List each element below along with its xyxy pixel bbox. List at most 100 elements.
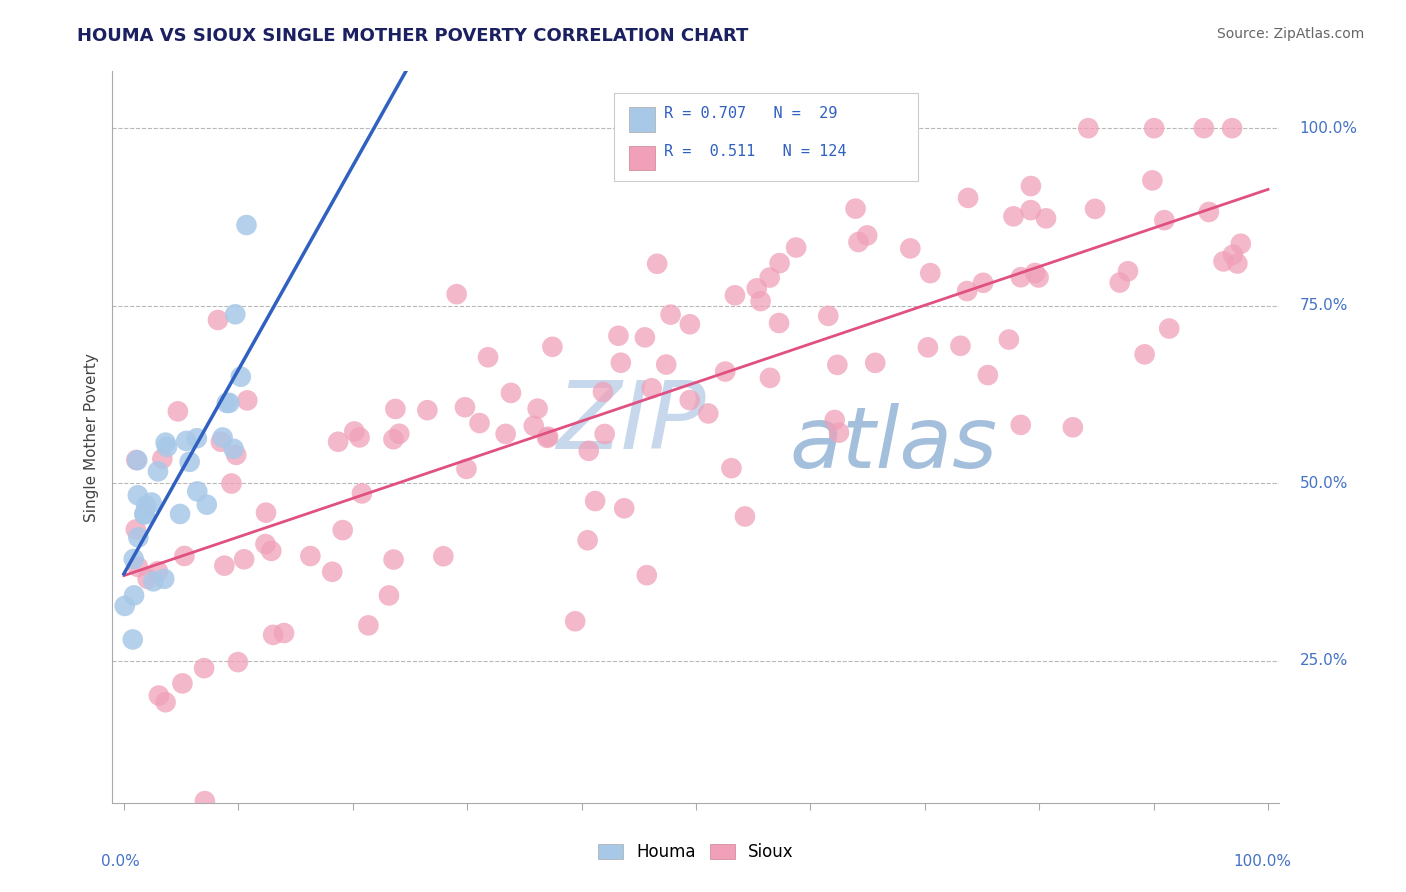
Point bbox=[384, 401, 406, 416]
Point bbox=[1024, 266, 1046, 280]
Point bbox=[146, 564, 169, 578]
Point bbox=[179, 455, 201, 469]
Text: 100.0%: 100.0% bbox=[1233, 854, 1291, 869]
Point bbox=[856, 228, 879, 243]
Point bbox=[226, 655, 249, 669]
Point bbox=[593, 427, 616, 442]
Point bbox=[817, 309, 839, 323]
Point bbox=[1153, 213, 1175, 227]
Point bbox=[1108, 276, 1130, 290]
Bar bbox=[630, 108, 655, 132]
Point bbox=[1226, 256, 1249, 270]
Point bbox=[127, 488, 149, 502]
Point bbox=[169, 507, 191, 521]
Point bbox=[136, 572, 159, 586]
Point bbox=[254, 506, 277, 520]
Text: 50.0%: 50.0% bbox=[1299, 475, 1348, 491]
Point bbox=[1035, 211, 1057, 226]
Point bbox=[1028, 270, 1050, 285]
Point bbox=[222, 442, 245, 456]
Point bbox=[148, 689, 170, 703]
Point bbox=[768, 256, 790, 270]
Point bbox=[172, 676, 194, 690]
Point bbox=[321, 565, 343, 579]
Point bbox=[495, 426, 517, 441]
Point bbox=[863, 356, 886, 370]
Text: 100.0%: 100.0% bbox=[1299, 120, 1357, 136]
Point bbox=[273, 626, 295, 640]
Point bbox=[214, 558, 236, 573]
Point bbox=[1077, 121, 1099, 136]
Point bbox=[536, 431, 558, 445]
Point bbox=[388, 426, 411, 441]
Point bbox=[468, 416, 491, 430]
Point bbox=[1116, 264, 1139, 278]
Point bbox=[218, 396, 240, 410]
Y-axis label: Single Mother Poverty: Single Mother Poverty bbox=[84, 352, 100, 522]
Point bbox=[262, 628, 284, 642]
FancyBboxPatch shape bbox=[614, 94, 918, 181]
Point bbox=[1133, 347, 1156, 361]
Point bbox=[1062, 420, 1084, 434]
Point bbox=[254, 537, 277, 551]
Point bbox=[827, 358, 849, 372]
Point bbox=[758, 270, 780, 285]
Point bbox=[634, 330, 657, 344]
Point bbox=[135, 499, 157, 513]
Point bbox=[127, 453, 149, 467]
Point bbox=[446, 287, 468, 301]
Point bbox=[173, 549, 195, 563]
Point bbox=[153, 572, 176, 586]
Point bbox=[125, 453, 148, 467]
Point bbox=[186, 431, 208, 445]
Point bbox=[378, 589, 401, 603]
Point bbox=[768, 316, 790, 330]
Point bbox=[714, 365, 737, 379]
Point bbox=[432, 549, 454, 564]
Point bbox=[917, 340, 939, 354]
Point bbox=[828, 425, 851, 440]
Point bbox=[207, 313, 229, 327]
Point bbox=[134, 507, 156, 521]
Point bbox=[343, 425, 366, 439]
Point bbox=[260, 544, 283, 558]
Point bbox=[645, 257, 668, 271]
Point bbox=[357, 618, 380, 632]
Text: 25.0%: 25.0% bbox=[1299, 653, 1348, 668]
Point bbox=[155, 435, 177, 450]
Text: 75.0%: 75.0% bbox=[1299, 298, 1348, 313]
Point bbox=[745, 281, 768, 295]
Text: 0.0%: 0.0% bbox=[101, 854, 139, 869]
Point bbox=[679, 318, 702, 332]
Point bbox=[225, 448, 247, 462]
Point bbox=[1142, 173, 1164, 187]
Point bbox=[977, 368, 1000, 382]
Point bbox=[127, 560, 149, 574]
Point bbox=[1019, 179, 1042, 194]
Point bbox=[655, 358, 678, 372]
Point bbox=[1192, 121, 1215, 136]
Point bbox=[920, 266, 942, 280]
Point bbox=[121, 632, 143, 647]
Point bbox=[382, 552, 405, 566]
Point bbox=[454, 401, 477, 415]
Point bbox=[697, 407, 720, 421]
Point bbox=[150, 451, 173, 466]
Point bbox=[607, 328, 630, 343]
Point bbox=[949, 339, 972, 353]
Point bbox=[537, 430, 560, 444]
Point bbox=[134, 508, 156, 522]
Point bbox=[477, 350, 499, 364]
Point bbox=[734, 509, 756, 524]
Point bbox=[1019, 203, 1042, 218]
Point bbox=[720, 461, 742, 475]
Text: Source: ZipAtlas.com: Source: ZipAtlas.com bbox=[1216, 27, 1364, 41]
Point bbox=[233, 552, 256, 566]
Point bbox=[613, 501, 636, 516]
Point bbox=[224, 307, 246, 321]
Point bbox=[186, 484, 208, 499]
Point bbox=[1010, 417, 1032, 432]
Point bbox=[659, 308, 682, 322]
Point bbox=[194, 794, 217, 808]
Point bbox=[114, 599, 136, 613]
